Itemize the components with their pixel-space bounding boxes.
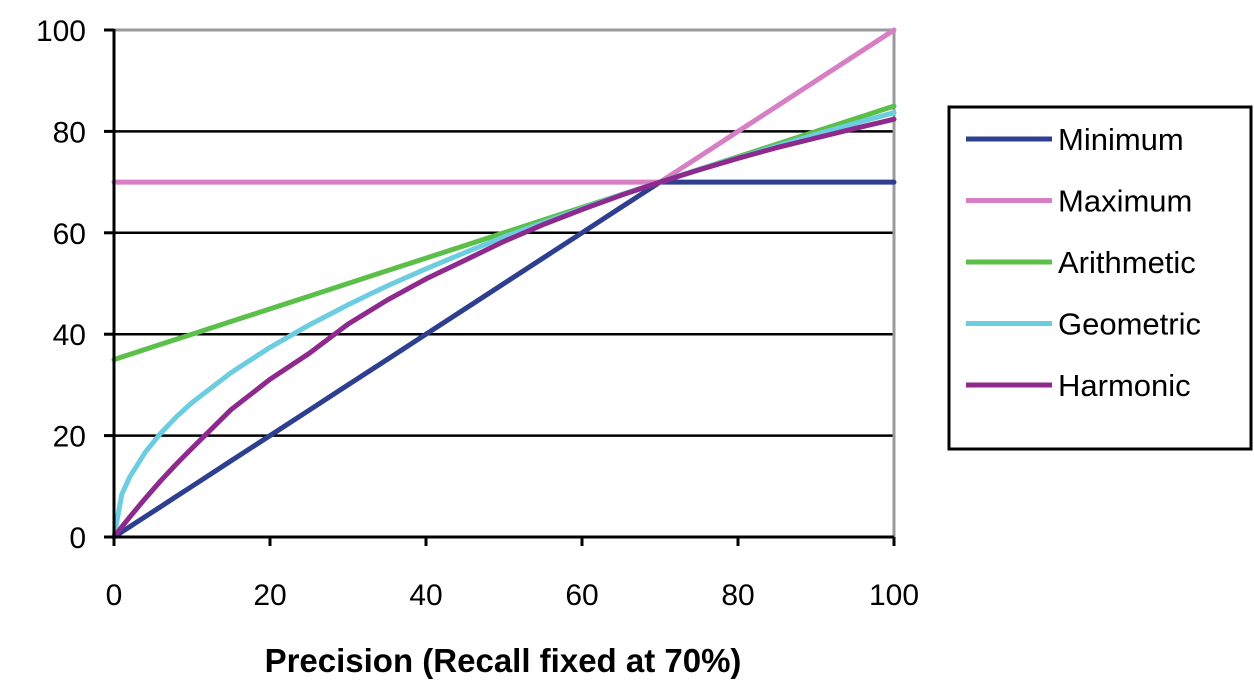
legend: Minimum Maximum Arithmetic Geometric Harmoni… <box>947 105 1253 451</box>
x-tick-label: 40 <box>409 579 442 612</box>
y-tick-label: 40 <box>53 319 86 352</box>
legend-box <box>947 105 1253 451</box>
x-tick-label: 100 <box>869 579 919 612</box>
y-tick-label: 80 <box>53 116 86 149</box>
y-tick-label: 0 <box>69 522 86 555</box>
x-tick-label: 0 <box>106 579 123 612</box>
series-line-minimum <box>111 179 897 540</box>
legend-label-arithmetic: Arithmetic <box>1058 245 1196 280</box>
series-line-maximum <box>111 27 897 185</box>
series-line-harmonic <box>111 116 897 540</box>
x-tick-label: 80 <box>721 579 754 612</box>
y-tick-labels: 0 20 40 60 80 100 <box>36 15 86 555</box>
series-line-geometric <box>111 110 897 540</box>
x-tick-labels: 0 20 40 60 80 100 <box>106 579 919 612</box>
y-tick-label: 20 <box>53 421 86 454</box>
y-tick-label: 100 <box>36 15 86 48</box>
legend-items: Minimum Maximum Arithmetic Geometric Harmoni… <box>966 122 1201 403</box>
y-tick-label: 60 <box>53 218 86 251</box>
x-tick-label: 20 <box>253 579 286 612</box>
series-lines <box>111 27 897 540</box>
legend-label-maximum: Maximum <box>1058 184 1192 219</box>
legend-label-minimum: Minimum <box>1058 122 1184 157</box>
legend-label-geometric: Geometric <box>1058 307 1201 342</box>
x-tick-label: 60 <box>565 579 598 612</box>
axes <box>104 28 896 546</box>
x-axis-title: Precision (Recall fixed at 70%) <box>265 642 742 679</box>
legend-label-harmonic: Harmonic <box>1058 368 1191 403</box>
